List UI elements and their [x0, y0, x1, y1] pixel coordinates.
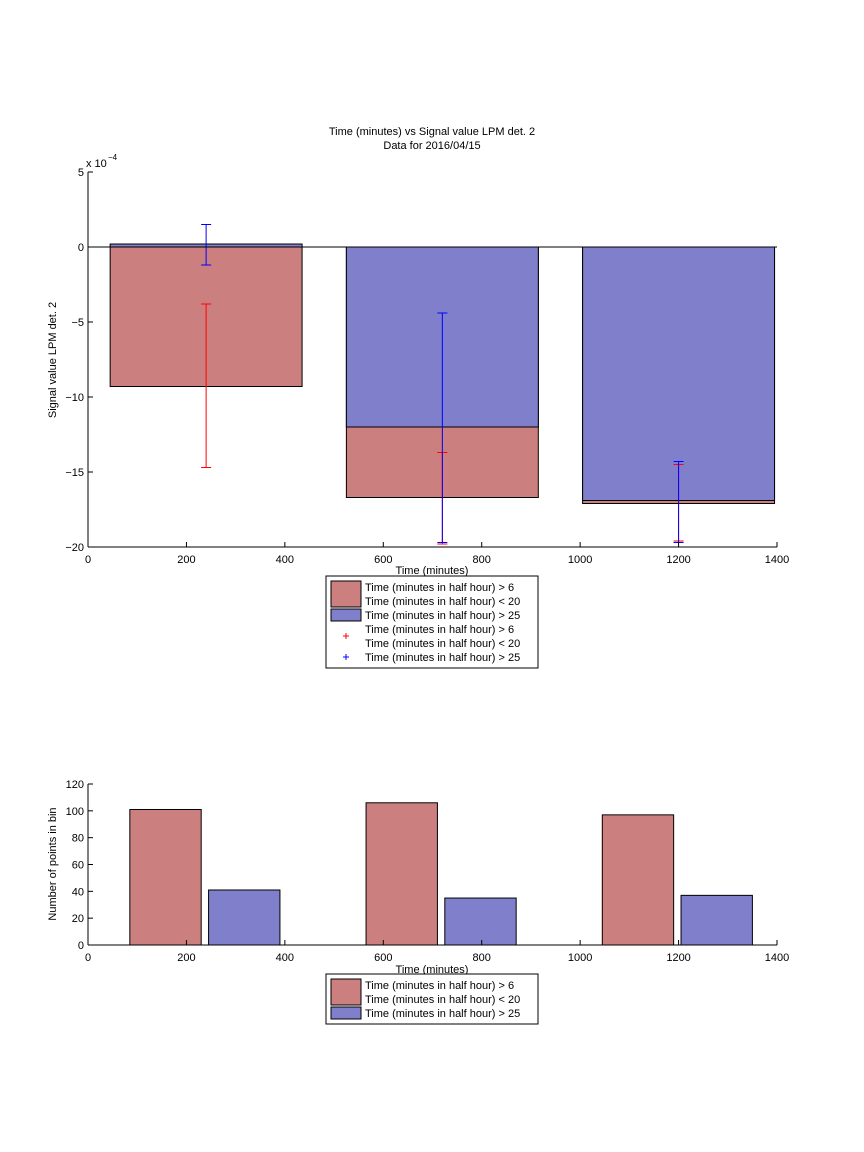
- error-bars: [201, 224, 684, 545]
- x-tick-label: 1400: [765, 952, 789, 964]
- legend-label: Time (minutes in half hour) < 20: [365, 596, 520, 608]
- bars: [129, 802, 753, 946]
- bar-blue: [208, 889, 281, 946]
- y-tick-label: −5: [71, 317, 84, 329]
- x-tick-label: 0: [85, 554, 91, 566]
- legend-swatch: [330, 1006, 362, 1020]
- y-tick-label: 100: [66, 806, 84, 818]
- legend-label: Time (minutes in half hour) > 6: [365, 582, 514, 594]
- y-tick-label: −15: [65, 467, 84, 479]
- y-tick-label: 60: [72, 860, 84, 872]
- y-tick-label: 5: [78, 167, 84, 179]
- axes: 0 200 400 600 800 1000 1200 1400 5 0 −5 −10 −15 −20: [65, 167, 789, 566]
- y-axis-label: Number of points in bin: [47, 807, 59, 920]
- x-tick-label: 600: [374, 952, 392, 964]
- bar-blue: [444, 897, 517, 946]
- x-tick-label: 0: [85, 952, 91, 964]
- chart-subtitle: Data for 2016/04/15: [383, 140, 480, 152]
- bar-red: [365, 802, 438, 946]
- legend: Time (minutes in half hour) > 6 Time (min…: [325, 575, 539, 669]
- legend-swatch: [330, 580, 362, 608]
- x-tick-label: 1000: [568, 554, 592, 566]
- legend-swatch: [330, 608, 362, 622]
- y-tick-label: −10: [65, 392, 84, 404]
- count-chart: 0 200 400 600 800 1000 1200 1400120100806040200…: [47, 779, 790, 1025]
- svg-text:−4: −4: [108, 153, 118, 162]
- x-tick-label: 400: [276, 554, 294, 566]
- y-tick-label: 40: [72, 886, 84, 898]
- exponent-label: x 10 −4: [86, 153, 118, 170]
- x-tick-label: 1000: [568, 952, 592, 964]
- x-tick-label: 200: [177, 554, 195, 566]
- x-tick-label: 400: [276, 952, 294, 964]
- x-axis-label: Time (minutes): [396, 565, 469, 577]
- bar-blue: [680, 894, 753, 946]
- legend: Time (minutes in half hour) > 6 Time (min…: [325, 973, 539, 1025]
- legend-label: Time (minutes in half hour) > 25: [365, 652, 520, 664]
- x-tick-label: 1200: [666, 554, 690, 566]
- y-tick-label: −20: [65, 542, 84, 554]
- x-tick-label: 1200: [666, 952, 690, 964]
- legend-label: Time (minutes in half hour) > 6: [365, 980, 514, 992]
- chart-title: Time (minutes) vs Signal value LPM det. …: [329, 126, 535, 138]
- legend-label: Time (minutes in half hour) > 6: [365, 624, 514, 636]
- legend-label: Time (minutes in half hour) < 20: [365, 994, 520, 1006]
- signal-chart: Time (minutes) vs Signal value LPM det. …: [47, 126, 789, 669]
- x-tick-label: 600: [374, 554, 392, 566]
- y-tick-label: 20: [72, 913, 84, 925]
- legend-label: Time (minutes in half hour) > 25: [365, 610, 520, 622]
- y-tick-label: 120: [66, 779, 84, 791]
- legend-label: Time (minutes in half hour) < 20: [365, 638, 520, 650]
- legend-swatch: [330, 978, 362, 1006]
- x-tick-label: 200: [177, 952, 195, 964]
- y-tick-label: 0: [78, 940, 84, 952]
- x-tick-label: 800: [473, 554, 491, 566]
- x-axis-label: Time (minutes): [396, 964, 469, 976]
- y-axis-label: Signal value LPM det. 2: [47, 302, 59, 418]
- x-tick-label: 1400: [765, 554, 789, 566]
- bar-red: [601, 814, 675, 946]
- svg-text:x 10: x 10: [86, 158, 107, 170]
- y-tick-label: 0: [78, 242, 84, 254]
- x-tick-label: 800: [473, 952, 491, 964]
- bar-red: [129, 808, 202, 946]
- legend-label: Time (minutes in half hour) > 25: [365, 1008, 520, 1020]
- y-tick-label: 80: [72, 833, 84, 845]
